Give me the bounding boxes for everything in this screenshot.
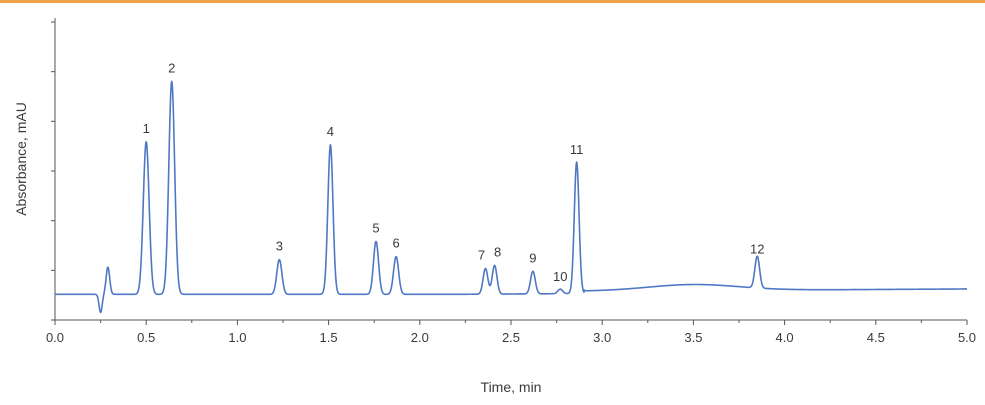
peak-label-2: 2: [168, 60, 175, 75]
peak-label-5: 5: [372, 220, 379, 235]
peak-label-1: 1: [143, 121, 150, 136]
x-tick-label: 3.5: [684, 330, 702, 345]
x-tick-label: 2.0: [411, 330, 429, 345]
x-axis-title: Time, min: [481, 379, 542, 395]
x-tick-label: 4.0: [776, 330, 794, 345]
peak-label-6: 6: [392, 236, 399, 251]
x-tick-label: 3.0: [593, 330, 611, 345]
peak-label-8: 8: [494, 245, 501, 260]
top-accent-rule: [0, 0, 985, 3]
absorbance-trace: [54, 80, 968, 314]
x-tick-label: 1.0: [228, 330, 246, 345]
peak-label-10: 10: [553, 269, 567, 284]
x-tick-label: 2.5: [502, 330, 520, 345]
peak-label-4: 4: [327, 124, 334, 139]
peak-label-3: 3: [276, 239, 283, 254]
y-axis-ticks: [51, 21, 55, 321]
x-tick-label: 0.0: [46, 330, 64, 345]
peak-label-12: 12: [750, 242, 764, 257]
x-tick-label: 1.5: [320, 330, 338, 345]
x-tick-label: 5.0: [958, 330, 976, 345]
x-tick-label: 0.5: [137, 330, 155, 345]
y-axis-title: Absorbance, mAU: [13, 102, 29, 216]
axes: [54, 18, 967, 321]
peak-label-11: 11: [570, 142, 584, 157]
x-tick-label: 4.5: [867, 330, 885, 345]
x-axis-ticks: 0.0 0.5 1.0 1.5 2.0 2.5 3.0 3.5 4.0 4.5 5.0: [46, 320, 976, 345]
peak-label-9: 9: [529, 251, 536, 266]
peak-label-7: 7: [478, 248, 485, 263]
